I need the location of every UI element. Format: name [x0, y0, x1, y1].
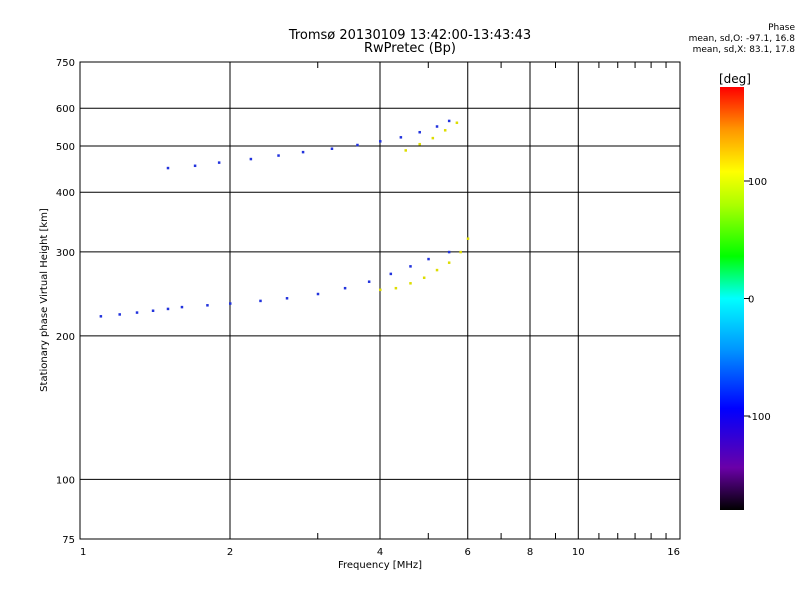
x-tick-label: 2	[227, 547, 233, 558]
y-tick-label: 300	[56, 248, 75, 259]
data-point	[330, 147, 334, 150]
stats-o-mode: mean, sd,O: -97.1, 16.8	[688, 34, 795, 44]
y-tick-label: 600	[56, 104, 75, 115]
data-point	[431, 136, 435, 140]
data-point	[399, 136, 403, 139]
data-point	[206, 304, 209, 307]
data-point	[166, 307, 170, 311]
y-tick-label: 500	[56, 142, 75, 153]
data-point	[394, 286, 398, 290]
y-axis-label: Stationary phase Virtual Height [km]	[39, 208, 50, 392]
data-point	[166, 166, 170, 170]
colorbar-tick-label: -100	[748, 412, 771, 423]
axis-ticks: 1 2 4 6 8 10 16 75 100 200 300 400 500 600 750	[56, 58, 680, 558]
data-point	[249, 157, 253, 161]
data-point	[301, 150, 305, 154]
data-point	[409, 282, 412, 285]
data-point	[447, 261, 451, 264]
grid-lines	[80, 62, 680, 539]
x-tick-label: 4	[377, 547, 383, 558]
y-tick-label: 100	[56, 475, 75, 486]
data-point	[367, 280, 371, 283]
data-points	[99, 119, 470, 318]
data-point	[316, 292, 320, 296]
data-point	[356, 143, 359, 147]
data-point	[99, 315, 103, 318]
data-point	[118, 313, 121, 316]
colorbar	[720, 87, 744, 510]
colorbar-label: [deg]	[719, 72, 751, 86]
x-axis-label: Frequency [MHz]	[338, 560, 422, 571]
colorbar-tick-label: 0	[748, 295, 754, 306]
y-tick-label: 750	[56, 58, 75, 69]
data-point	[447, 119, 451, 123]
y-tick-label: 75	[62, 535, 75, 546]
data-point	[217, 161, 221, 164]
stats-title: Phase	[768, 23, 795, 33]
data-point	[418, 142, 421, 146]
data-point	[259, 299, 262, 303]
data-point	[447, 250, 451, 254]
data-point	[379, 288, 382, 292]
chart-title: Tromsø 20130109 13:42:00-13:43:43	[288, 28, 532, 43]
data-point	[277, 154, 280, 157]
data-point	[459, 250, 462, 254]
colorbar-ticks: 100 0 -100	[744, 177, 771, 423]
data-point	[427, 257, 430, 261]
data-point	[151, 309, 155, 312]
data-point	[343, 286, 347, 290]
x-tick-label: 16	[667, 547, 680, 558]
stats-x-mode: mean, sd,X: 83.1, 17.8	[692, 45, 795, 55]
data-point	[455, 121, 459, 125]
data-point	[443, 129, 447, 132]
data-point	[466, 237, 470, 240]
colorbar-tick-label: 100	[748, 177, 767, 188]
y-tick-label: 400	[56, 188, 75, 199]
x-tick-label: 1	[80, 547, 86, 558]
x-tick-label: 6	[465, 547, 471, 558]
data-point	[229, 302, 232, 305]
data-point	[379, 140, 382, 143]
x-tick-label: 8	[527, 547, 533, 558]
data-point	[404, 149, 407, 152]
data-point	[193, 164, 197, 168]
chart-subtitle: RwPretec (Bp)	[363, 41, 457, 56]
data-point	[409, 265, 412, 268]
data-point	[389, 272, 393, 276]
data-point	[435, 268, 439, 272]
data-point	[285, 297, 289, 300]
data-point	[418, 130, 421, 134]
x-tick-label: 10	[572, 547, 585, 558]
y-tick-label: 200	[56, 332, 75, 343]
data-point	[422, 276, 426, 280]
data-point	[435, 125, 439, 128]
data-point	[180, 305, 184, 309]
data-point	[135, 311, 139, 314]
